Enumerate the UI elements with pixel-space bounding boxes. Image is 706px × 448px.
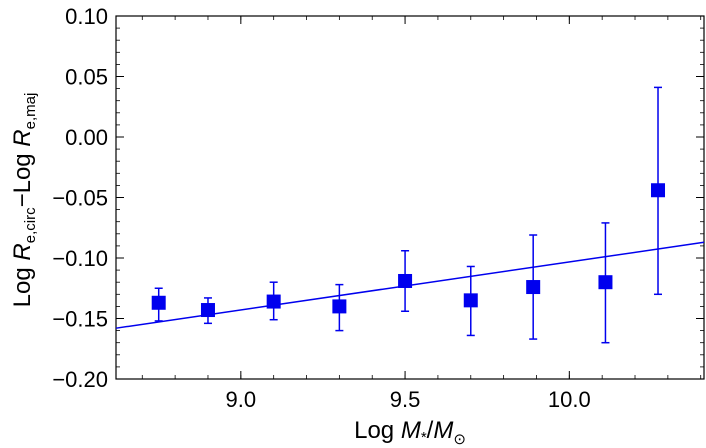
x-tick-label: 9.5 [390, 387, 421, 412]
data-point [598, 275, 613, 290]
data-point [266, 294, 281, 309]
data-point [463, 293, 478, 308]
data-point [151, 295, 166, 310]
data-point [526, 280, 541, 295]
y-tick-label: 0.05 [65, 65, 108, 90]
ticks-layer: 0.10 0.05 0.00 −0.05 −0.10 −0.15 −0.20 9.0 9.5 10… [52, 4, 704, 412]
data-point [200, 303, 215, 318]
data-points-layer [151, 86, 666, 344]
y-axis-title: Log Re,circ−Log Re,maj [9, 93, 39, 308]
plot-frame [115, 15, 705, 380]
data-point [398, 273, 413, 288]
data-point [651, 183, 666, 198]
x-tick-label: 9.0 [226, 387, 257, 412]
y-tick-label: −0.15 [52, 307, 108, 332]
y-tick-label: −0.20 [52, 367, 108, 392]
x-tick-label: 10.0 [548, 387, 591, 412]
y-tick-label: −0.05 [52, 186, 108, 211]
y-tick-label: 0.10 [65, 4, 108, 29]
x-axis-title: Log M*/M⊙ [354, 417, 466, 448]
y-tick-label: −0.10 [52, 246, 108, 271]
data-point [332, 299, 347, 314]
y-tick-label: 0.00 [65, 125, 108, 150]
